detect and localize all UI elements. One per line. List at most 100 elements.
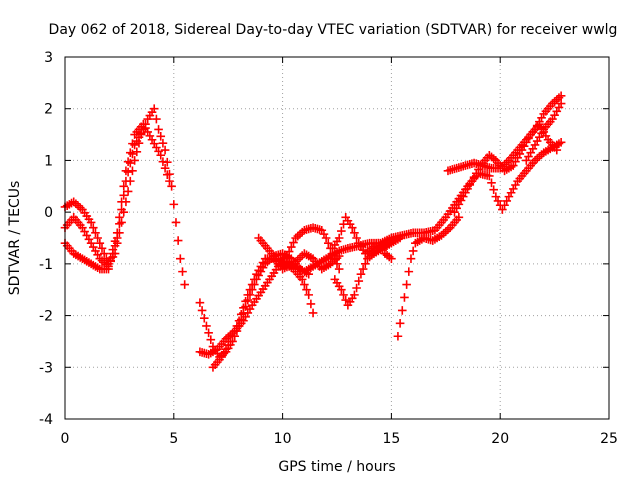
data-point-marker [284,247,294,256]
series-satellite-track-c [60,125,148,274]
data-point-marker [123,187,133,196]
series-satellite-track-g [254,233,318,318]
data-point-marker [202,321,211,331]
data-point-marker [169,200,179,209]
data-point-marker [339,290,348,300]
x-tick-label: 20 [491,431,509,447]
data-point-marker [358,264,368,274]
data-point-marker [156,131,166,141]
data-point-marker [454,213,464,222]
data-point-marker [408,246,418,256]
data-point-marker [245,285,255,295]
data-point-marker [230,326,240,336]
data-point-marker [180,280,189,289]
data-point-marker [97,244,107,253]
data-point-marker [393,331,403,341]
data-point-marker [556,99,566,108]
series-satellite-track-a [60,104,189,289]
data-point-marker [500,200,509,210]
data-point-marker [302,285,311,295]
data-point-marker [330,254,340,263]
y-tick-label: 3 [44,50,53,66]
series-satellite-track-l [365,138,566,258]
data-point-marker [493,196,503,206]
data-point-marker [236,309,246,319]
data-point-marker [91,228,100,238]
data-point-marker [556,138,566,147]
data-point-marker [334,264,344,274]
data-point-marker [241,297,250,306]
data-point-marker [160,163,170,173]
data-point-marker [352,233,361,243]
data-point-marker [154,125,163,134]
data-point-marker [156,150,166,160]
data-point-marker [167,181,176,191]
data-point-marker [334,233,344,243]
y-axis-label: SDTVAR / TECUs [7,181,23,296]
series-satellite-track-o [522,99,566,165]
y-tick-label: 0 [44,205,53,221]
data-point-marker [487,178,496,188]
data-point-marker [306,299,316,309]
data-point-marker [404,267,414,276]
data-point-marker [334,251,344,261]
series-satellite-track-b [60,119,174,271]
series-satellite-track-n [450,119,562,217]
data-point-marker [341,295,351,305]
data-point-marker [130,156,139,165]
data-point-marker [199,313,209,323]
data-point-marker [88,223,98,232]
data-point-marker [197,306,207,315]
data-point-marker [106,256,115,266]
chart-title: Day 062 of 2018, Sidereal Day-to-day VTE… [49,22,618,38]
data-point-marker [99,249,109,258]
data-point-marker [117,197,126,207]
y-tick-label: 1 [44,153,53,169]
data-point-marker [354,276,364,286]
data-point-marker [132,147,142,157]
data-point-marker [195,298,205,307]
data-point-marker [125,158,135,168]
data-point-marker [352,283,361,293]
data-point-marker [350,228,359,238]
data-point-marker [300,280,309,289]
data-point-marker [289,238,298,247]
data-point-marker [323,238,333,248]
data-point-marker [160,145,170,155]
plot-frame [64,56,610,420]
y-tick-label: -3 [39,360,53,376]
data-point-marker [337,285,346,295]
data-point-marker [86,218,96,227]
data-point-marker [321,233,331,243]
y-tick-label: 2 [44,102,53,118]
data-point-marker [360,259,370,269]
data-point-marker [234,316,244,326]
ticks-layer: 0 5 10 15 20 25 -4 -3 -2 -1 0 1 2 3 [39,50,618,447]
x-tick-label: 25 [600,431,618,447]
data-point-marker [158,157,168,167]
data-point-marker [178,267,187,276]
data-point-marker [498,205,507,214]
data-point-marker [347,223,357,232]
data-point-marker [117,205,126,214]
y-tick-label: -2 [39,309,53,325]
series-satellite-track-k [393,213,464,341]
data-point-marker [308,308,318,318]
x-tick-label: 5 [169,431,178,447]
data-point-marker [139,125,148,134]
data-point-marker [356,269,366,279]
data-point-marker [108,249,118,258]
data-point-marker [397,306,407,315]
data-point-marker [304,290,314,300]
data-point-marker [119,191,129,200]
data-point-marker [232,321,242,331]
data-point-marker [104,264,113,274]
data-point-marker [556,91,566,101]
data-point-marker [165,176,174,186]
data-point-marker [395,319,405,328]
data-point-marker [552,145,562,155]
data-point-marker [485,171,494,181]
data-point-marker [297,275,307,284]
data-point-marker [204,328,213,338]
